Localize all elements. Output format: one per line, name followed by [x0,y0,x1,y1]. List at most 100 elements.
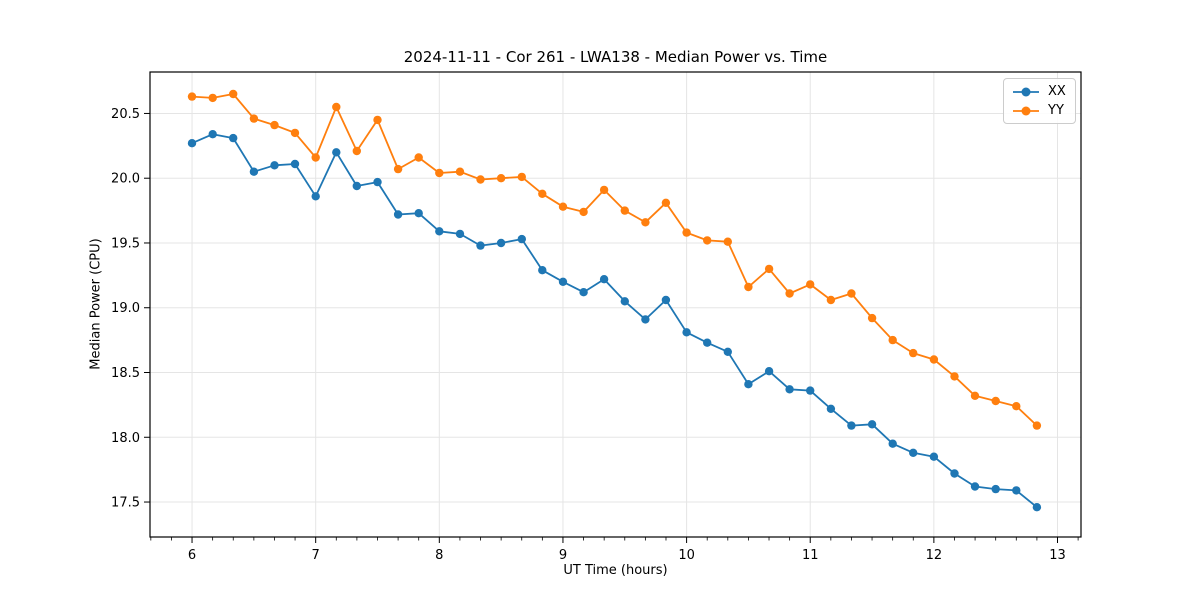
data-point-yy [414,153,423,162]
data-point-xx [476,241,485,250]
data-point-xx [723,347,732,356]
data-point-xx [393,210,403,219]
data-point-xx [208,130,217,139]
data-point-yy [970,391,980,400]
data-point-xx [435,227,444,236]
y-tick-label: 17.5 [111,496,140,511]
y-axis-label: Median Power (CPU) [88,238,104,370]
data-point-yy [290,128,300,138]
x-tick-label: 13 [1049,548,1066,563]
data-point-xx [249,167,259,176]
data-point-yy [1012,402,1021,411]
data-point-xx [661,295,671,305]
data-point-yy [496,174,506,183]
data-point-xx [352,181,361,191]
data-point-xx [1012,486,1021,495]
data-point-yy [661,198,671,207]
data-point-xx [950,469,959,478]
data-point-yy [909,348,918,358]
data-point-yy [393,164,403,174]
data-point-xx [764,367,774,376]
data-point-xx [414,209,423,218]
data-point-xx [270,161,279,170]
legend-item-xx: XX [1012,84,1067,99]
y-tick-label: 19.5 [111,236,140,251]
data-point-yy [620,206,629,215]
data-point-xx [558,277,568,286]
data-point-yy [744,282,753,292]
data-point-yy [187,92,197,101]
data-point-xx [929,452,939,461]
data-point-yy [538,189,547,198]
data-point-yy [929,355,939,364]
data-point-yy [785,289,794,298]
data-point-yy [847,289,856,298]
data-point-yy [950,372,959,381]
data-point-xx [620,297,629,306]
y-tick-label: 20.5 [111,107,140,122]
series-line-yy [191,93,1038,427]
data-point-yy [476,175,485,184]
data-point-xx [517,234,526,244]
data-point-xx [538,266,547,275]
chart-title: 2024-11-11 - Cor 261 - LWA138 - Median P… [403,48,828,66]
data-point-yy [455,167,465,176]
data-point-yy [826,295,836,305]
legend-label-yy: YY [1048,103,1064,118]
data-point-yy [723,237,732,246]
data-point-yy [888,335,897,345]
data-point-xx [806,386,815,395]
data-point-yy [311,153,320,162]
data-point-yy [579,207,588,217]
data-point-xx [970,482,980,491]
data-point-yy [599,185,609,195]
data-point-yy [703,236,712,245]
data-point-yy [435,168,444,178]
data-point-yy [249,114,259,123]
data-point-xx [888,439,897,448]
x-tick-label: 11 [802,548,819,563]
data-point-xx [373,177,382,187]
legend-item-yy: YY [1012,103,1067,118]
data-point-xx [187,139,197,148]
data-point-yy [991,396,1000,406]
data-point-xx [229,133,238,143]
data-point-xx [826,404,836,413]
data-point-yy [682,228,691,237]
data-point-xx [455,229,465,239]
data-point-yy [208,93,217,103]
legend: XX YY [1003,78,1076,124]
data-point-xx [599,275,609,284]
legend-line-marker-icon [1013,87,1039,96]
x-tick-label: 12 [926,548,943,563]
data-point-yy [373,115,382,125]
data-point-xx [332,148,341,157]
data-point-yy [558,202,568,211]
data-point-xx [703,338,712,347]
x-axis-label: UT Time (hours) [563,563,668,578]
x-tick-label: 9 [559,548,567,563]
data-point-xx [785,385,794,394]
x-tick-label: 7 [312,548,320,563]
x-tick-label: 6 [188,548,196,563]
legend-label-xx: XX [1048,84,1066,99]
legend-line-marker-icon [1013,106,1039,115]
data-point-xx [641,315,650,324]
y-tick-label: 18.5 [111,366,140,381]
x-tick-label: 8 [435,548,443,563]
data-point-yy [764,264,774,274]
data-point-yy [332,102,341,112]
data-point-yy [352,146,361,156]
data-point-yy [867,313,877,323]
y-tick-label: 19.0 [111,301,140,316]
data-point-xx [496,238,506,248]
data-point-xx [682,328,691,337]
y-tick-label: 20.0 [111,172,140,187]
data-point-xx [1032,503,1042,512]
data-point-yy [517,172,526,182]
data-point-yy [806,280,815,289]
data-point-xx [991,484,1000,494]
data-point-yy [641,218,650,227]
